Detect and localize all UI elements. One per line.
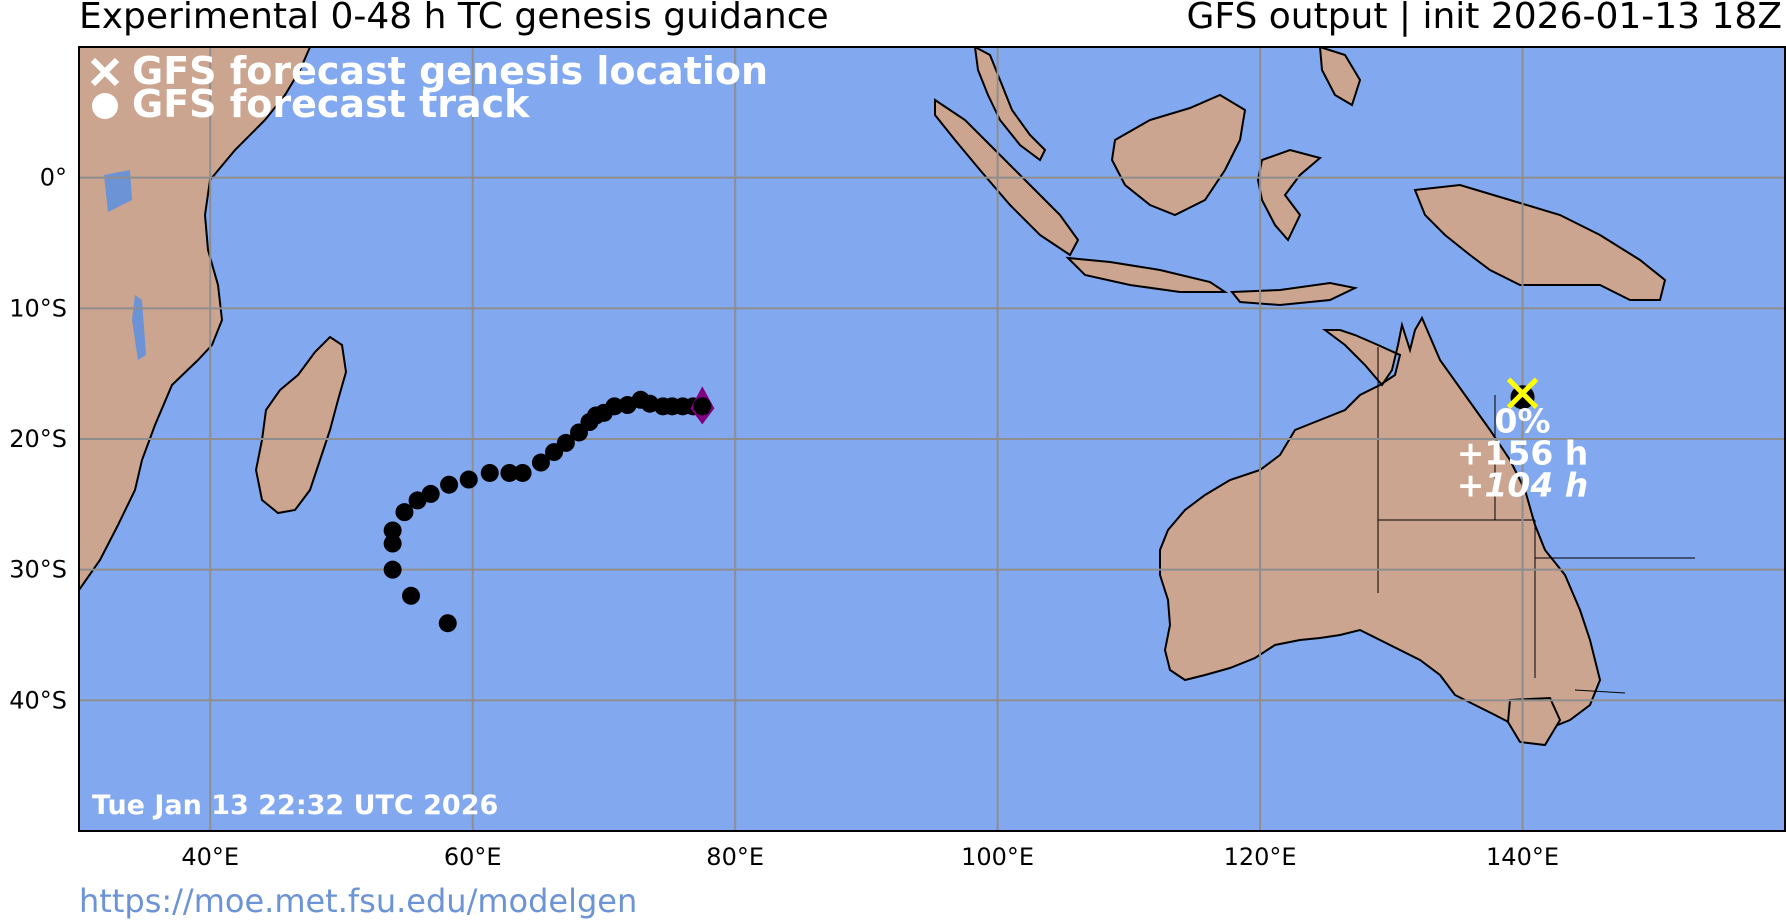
- track-point: [480, 463, 499, 482]
- track-point: [569, 423, 588, 442]
- track-point: [459, 470, 478, 489]
- track-point: [545, 443, 564, 462]
- circle-icon: [92, 93, 118, 119]
- longitude-tick-label: 140°E: [1486, 843, 1559, 871]
- forecast-track: [383, 390, 712, 633]
- track-point: [618, 396, 637, 415]
- new-guinea: [1413, 183, 1667, 301]
- lesser-sunda-islands: [1229, 281, 1359, 307]
- duration-value: 104 h: [1484, 465, 1588, 504]
- border-nsw-vic: [1574, 689, 1626, 694]
- madagascar: [254, 335, 348, 515]
- genesis-probability: 0%: [1495, 401, 1551, 440]
- genesis-x-icon: [1506, 377, 1539, 410]
- model-init-label: GFS output | init 2026-01-13 18Z: [1186, 0, 1782, 37]
- philippines: [1318, 47, 1362, 107]
- lake-victoria: [104, 170, 132, 212]
- graticule: [79, 47, 1785, 831]
- track-point: [531, 453, 550, 472]
- land-layer: [79, 47, 1667, 747]
- australia-landmass: [1159, 315, 1602, 732]
- longitude-tick-label: 40°E: [181, 843, 239, 871]
- latitude-tick-label: 0°: [40, 164, 67, 192]
- track-start-marker: [690, 386, 715, 425]
- latitude-ticks: 0° 10°S 20°S 30°S 40°S: [9, 164, 67, 715]
- genesis-marker: [1506, 377, 1539, 410]
- lake-malawi: [132, 295, 146, 360]
- longitude-ticks: 40°E 60°E 80°E 100°E 120°E 140°E: [181, 843, 1559, 871]
- track-point: [383, 534, 402, 553]
- longitude-tick-label: 80°E: [706, 843, 764, 871]
- longitude-tick-label: 120°E: [1224, 843, 1297, 871]
- track-point: [438, 614, 457, 633]
- latitude-tick-label: 40°S: [9, 686, 67, 714]
- source-url-link[interactable]: https://moe.met.fsu.edu/modelgen: [79, 882, 638, 920]
- state-borders: [1377, 347, 1695, 694]
- africa-landmass: [79, 47, 312, 592]
- map-frame: [78, 46, 1786, 832]
- latitude-tick-label: 10°S: [9, 294, 67, 322]
- generation-timestamp: Tue Jan 13 22:32 UTC 2026: [92, 790, 498, 821]
- genesis-lead-time: +156 h: [1457, 433, 1589, 472]
- x-icon: [90, 57, 120, 87]
- map-title: Experimental 0-48 h TC genesis guidance: [79, 0, 829, 37]
- genesis-track-point: [1510, 385, 1535, 410]
- longitude-tick-label: 60°E: [444, 843, 502, 871]
- borneo: [1110, 93, 1247, 217]
- legend-track-label: GFS forecast track: [132, 82, 530, 126]
- track-point: [513, 463, 532, 482]
- latitude-tick-label: 20°S: [9, 425, 67, 453]
- legend: GFS forecast genesis location GFS foreca…: [90, 49, 768, 126]
- tasmania: [1506, 696, 1562, 747]
- track-point: [408, 491, 427, 510]
- track-point: [383, 560, 402, 579]
- track-point: [383, 521, 402, 540]
- duration-prefix: +: [1457, 465, 1485, 504]
- latitude-tick-label: 30°S: [9, 556, 67, 584]
- track-point: [395, 503, 414, 522]
- track-point: [402, 586, 421, 605]
- java: [1065, 256, 1229, 293]
- track-point: [500, 463, 519, 482]
- lakes: [104, 170, 146, 360]
- legend-genesis-label: GFS forecast genesis location: [132, 49, 768, 93]
- track-point: [693, 397, 712, 416]
- storm-duration: +104 h: [1457, 465, 1589, 504]
- track-point: [440, 475, 459, 494]
- longitude-tick-label: 100°E: [961, 843, 1034, 871]
